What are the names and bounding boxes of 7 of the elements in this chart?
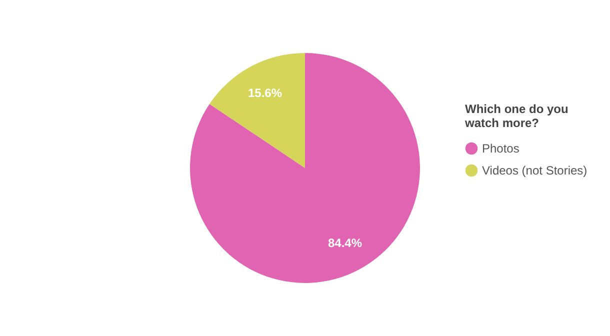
pie-slice bbox=[209, 53, 305, 168]
legend-title: Which one do you watch more? bbox=[464, 102, 568, 130]
legend-label: Photos bbox=[482, 142, 520, 156]
pie-slice bbox=[190, 53, 420, 283]
data-label: 84.4% bbox=[328, 236, 362, 250]
legend-label: Videos (not Stories) bbox=[482, 164, 588, 178]
data-label: 15.6% bbox=[248, 86, 282, 100]
